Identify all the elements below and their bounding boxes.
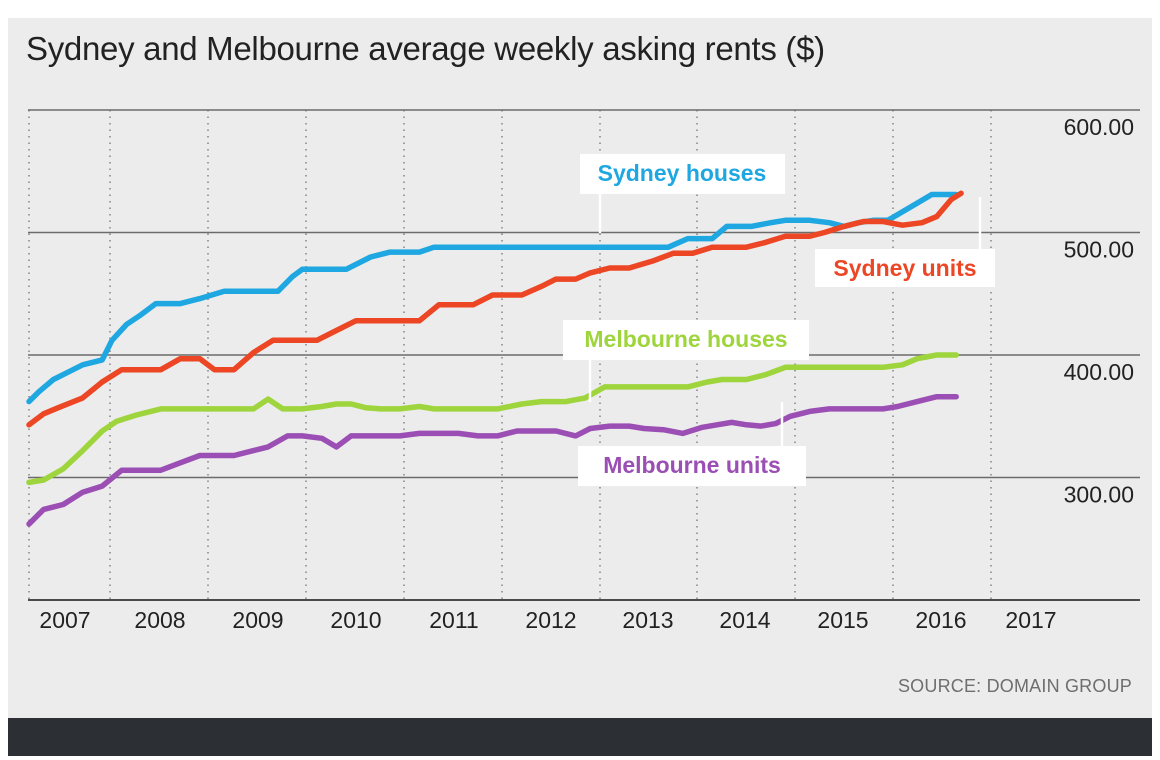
series-annotations: Sydney houses Sydney units Melbourne house… [563,154,995,486]
x-tick-label: 2009 [232,607,283,633]
annotation-label-sydney-units: Sydney units [833,255,976,281]
x-tick-label: 2016 [915,607,966,633]
series-line-melbourne-units [26,393,959,527]
y-tick-label: 500.00 [1064,237,1134,263]
chart-title: Sydney and Melbourne average weekly aski… [26,30,825,67]
annotation-box [580,154,785,194]
annotation-label-sydney-houses: Sydney houses [598,160,767,186]
x-tick-label: 2008 [134,607,185,633]
annotation-box [815,249,995,287]
annotation-box [563,320,809,360]
y-tick-label: 400.00 [1064,359,1134,385]
chart-panel [8,18,1152,718]
y-tick-label: 600.00 [1064,114,1134,140]
series-lines [26,190,964,527]
series-line-sydney-houses [26,191,959,405]
x-tick-label: 2012 [525,607,576,633]
y-axis-tick-labels: 600.00 500.00 400.00 300.00 [1064,114,1134,508]
x-tick-label: 2014 [719,607,770,633]
x-tick-label: 2017 [1005,607,1056,633]
annotation-label-melbourne-houses: Melbourne houses [584,326,787,352]
x-tick-label: 2010 [330,607,381,633]
y-tick-label: 300.00 [1064,482,1134,508]
x-tick-label: 2011 [429,607,478,633]
footer-bar [8,718,1152,756]
x-tick-label: 2007 [39,607,90,633]
x-axis-tick-labels: 2007 2008 2009 2010 2011 2012 2013 2014 2015 2016… [39,607,1056,633]
x-tick-label: 2015 [817,607,868,633]
series-line-melbourne-houses [26,352,959,486]
annotation-box [578,446,806,486]
source-credit: SOURCE: DOMAIN GROUP [897,676,1132,696]
annotation-label-melbourne-units: Melbourne units [603,452,781,478]
x-tick-label: 2013 [622,607,673,633]
series-line-sydney-units [26,190,964,428]
